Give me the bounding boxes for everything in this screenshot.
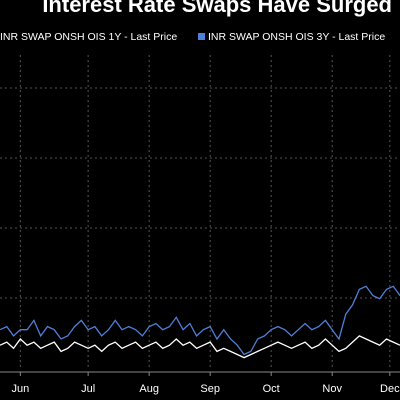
- chart-title: Interest Rate Swaps Have Surged: [42, 0, 392, 17]
- x-tick-label: Jul: [81, 383, 95, 395]
- x-tick-label: Aug: [139, 383, 159, 395]
- legend-label: INR SWAP ONSH OIS 3Y - Last Price: [208, 31, 385, 43]
- x-tick-label: Sep: [200, 383, 220, 395]
- x-tick-label: Oct: [263, 383, 280, 395]
- series-line: [0, 335, 400, 359]
- legend-label: INR SWAP ONSH OIS 1Y - Last Price: [0, 31, 177, 43]
- x-tick-label: Nov: [322, 383, 342, 395]
- x-tick-label: Jun: [11, 383, 29, 395]
- legend-swatch: [198, 33, 205, 40]
- x-tick-label: Dec: [380, 383, 400, 395]
- series-line: [0, 285, 400, 356]
